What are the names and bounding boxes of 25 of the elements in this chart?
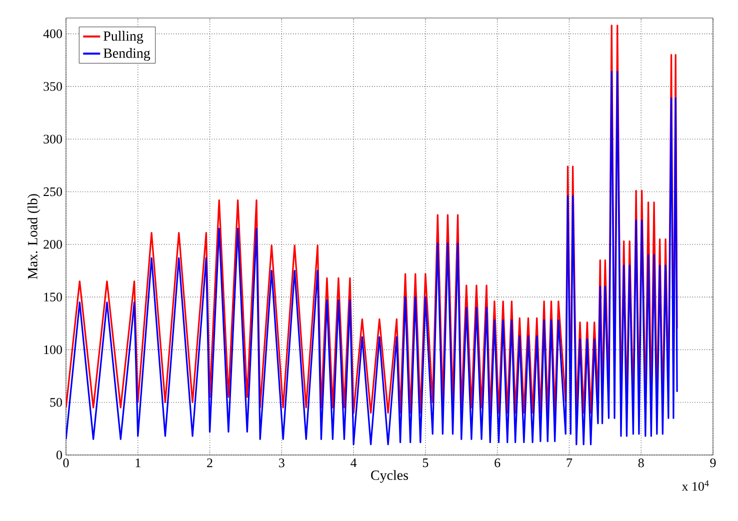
x-tick-label: 2: [207, 458, 212, 468]
x-tick-label: 0: [63, 458, 69, 468]
x-tick-label: 6: [494, 458, 500, 468]
y-tick-label: 50: [50, 398, 62, 407]
y-tick-label: 250: [44, 187, 62, 196]
x-axis-title: Cycles: [371, 470, 408, 483]
x-tick-label: 8: [638, 458, 644, 468]
x-tick-label: 1: [136, 458, 140, 468]
legend-label: Pulling: [104, 30, 144, 44]
y-tick-label: 300: [44, 134, 62, 144]
y-tick-label: 350: [44, 82, 62, 91]
x-tick-label: 7: [566, 458, 572, 467]
x-tick-label: 9: [710, 458, 716, 468]
y-tick-label: 100: [44, 345, 62, 354]
legend-label: Bending: [104, 48, 150, 61]
y-tick-label: 200: [44, 240, 62, 249]
y-axis-title: Max. Load (lb): [28, 194, 40, 280]
y-tick-label: 400: [43, 29, 62, 38]
x-tick-label: 4: [350, 458, 357, 468]
x-tick-label: 5: [422, 458, 428, 468]
y-tick-label: 0: [56, 450, 62, 460]
x-tick-label: 3: [279, 458, 284, 468]
line-series: [66, 70, 678, 446]
y-tick-label: 150: [44, 292, 62, 302]
text: x 10$^{4}$: [682, 480, 709, 491]
